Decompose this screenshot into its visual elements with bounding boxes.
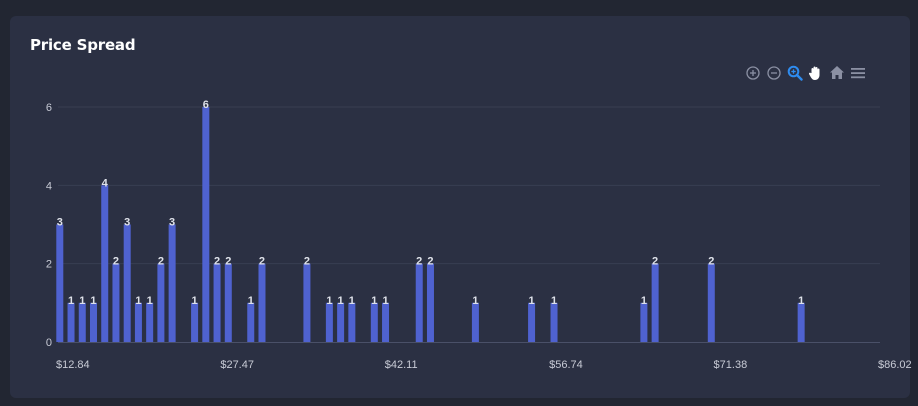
y-tick-label: 6 xyxy=(46,102,52,114)
bar-data-label: 1 xyxy=(382,295,388,307)
bar xyxy=(123,224,131,342)
bar-data-label: 1 xyxy=(79,295,85,307)
x-tick-label: $71.38 xyxy=(714,359,748,371)
bar-data-label: 1 xyxy=(798,295,804,307)
selection-zoom-icon[interactable] xyxy=(786,64,803,81)
bar-data-label: 6 xyxy=(203,99,209,111)
bar xyxy=(191,302,199,342)
bar xyxy=(202,107,210,342)
bar-data-label: 3 xyxy=(169,217,175,229)
chart-toolbar xyxy=(744,64,866,81)
bar xyxy=(56,224,64,342)
bar xyxy=(471,302,479,342)
bar-data-label: 1 xyxy=(68,295,74,307)
bar-data-label: 1 xyxy=(472,295,478,307)
bar xyxy=(651,263,659,342)
bar-data-label: 1 xyxy=(551,295,557,307)
bar xyxy=(348,302,356,342)
bar xyxy=(89,302,97,342)
x-tick-label: $12.84 xyxy=(56,359,90,371)
x-tick-label: $86.02 xyxy=(878,359,912,371)
y-tick-label: 4 xyxy=(46,180,52,192)
bar xyxy=(325,302,333,342)
chart-title: Price Spread xyxy=(30,36,136,54)
bar-data-label: 2 xyxy=(158,256,164,268)
bar xyxy=(337,302,345,342)
bar-data-label: 2 xyxy=(225,256,231,268)
bar-data-label: 2 xyxy=(259,256,265,268)
bar-data-label: 4 xyxy=(102,177,109,189)
bar xyxy=(112,263,120,342)
bar xyxy=(78,302,86,342)
bar-data-label: 2 xyxy=(416,256,422,268)
bar-data-label: 1 xyxy=(248,295,254,307)
bar xyxy=(640,302,648,342)
bar xyxy=(134,302,142,342)
bar xyxy=(146,302,154,342)
bar-data-label: 1 xyxy=(371,295,377,307)
bar xyxy=(303,263,311,342)
bar-data-label: 2 xyxy=(708,256,714,268)
bar-data-label: 1 xyxy=(529,295,535,307)
bar xyxy=(370,302,378,342)
bar-data-label: 2 xyxy=(304,256,310,268)
bar xyxy=(258,263,266,342)
zoom-out-icon[interactable] xyxy=(765,64,782,81)
y-tick-label: 2 xyxy=(46,259,52,271)
bar xyxy=(528,302,536,342)
bar xyxy=(168,224,176,342)
home-reset-icon[interactable] xyxy=(828,64,845,81)
bar xyxy=(157,263,165,342)
x-tick-label: $42.11 xyxy=(385,359,418,371)
bar xyxy=(550,302,558,342)
bar-data-label: 1 xyxy=(192,295,198,307)
bar-data-label: 1 xyxy=(641,295,647,307)
bar xyxy=(247,302,255,342)
bar xyxy=(415,263,423,342)
bar-data-label: 3 xyxy=(57,217,63,229)
bar xyxy=(426,263,434,342)
bar-data-label: 2 xyxy=(427,256,433,268)
bar xyxy=(224,263,232,342)
bar-data-label: 1 xyxy=(349,295,355,307)
y-tick-label: 0 xyxy=(46,337,52,349)
bar-data-label: 2 xyxy=(113,256,119,268)
bar-data-label: 3 xyxy=(124,217,130,229)
bar-data-label: 1 xyxy=(147,295,153,307)
x-tick-label: $27.47 xyxy=(220,359,254,371)
bar xyxy=(707,263,715,342)
bar xyxy=(382,302,390,342)
menu-icon[interactable] xyxy=(849,64,866,81)
x-tick-label: $56.74 xyxy=(549,359,583,371)
bar-data-label: 2 xyxy=(652,256,658,268)
bar xyxy=(797,302,805,342)
bar-data-label: 1 xyxy=(326,295,332,307)
bar-data-label: 1 xyxy=(135,295,141,307)
bar-data-label: 2 xyxy=(214,256,220,268)
bar xyxy=(67,302,75,342)
pan-hand-icon[interactable] xyxy=(807,64,824,81)
bar-data-label: 1 xyxy=(338,295,344,307)
bar xyxy=(101,185,109,342)
zoom-in-icon[interactable] xyxy=(744,64,761,81)
bar xyxy=(213,263,221,342)
bar-data-label: 1 xyxy=(90,295,96,307)
